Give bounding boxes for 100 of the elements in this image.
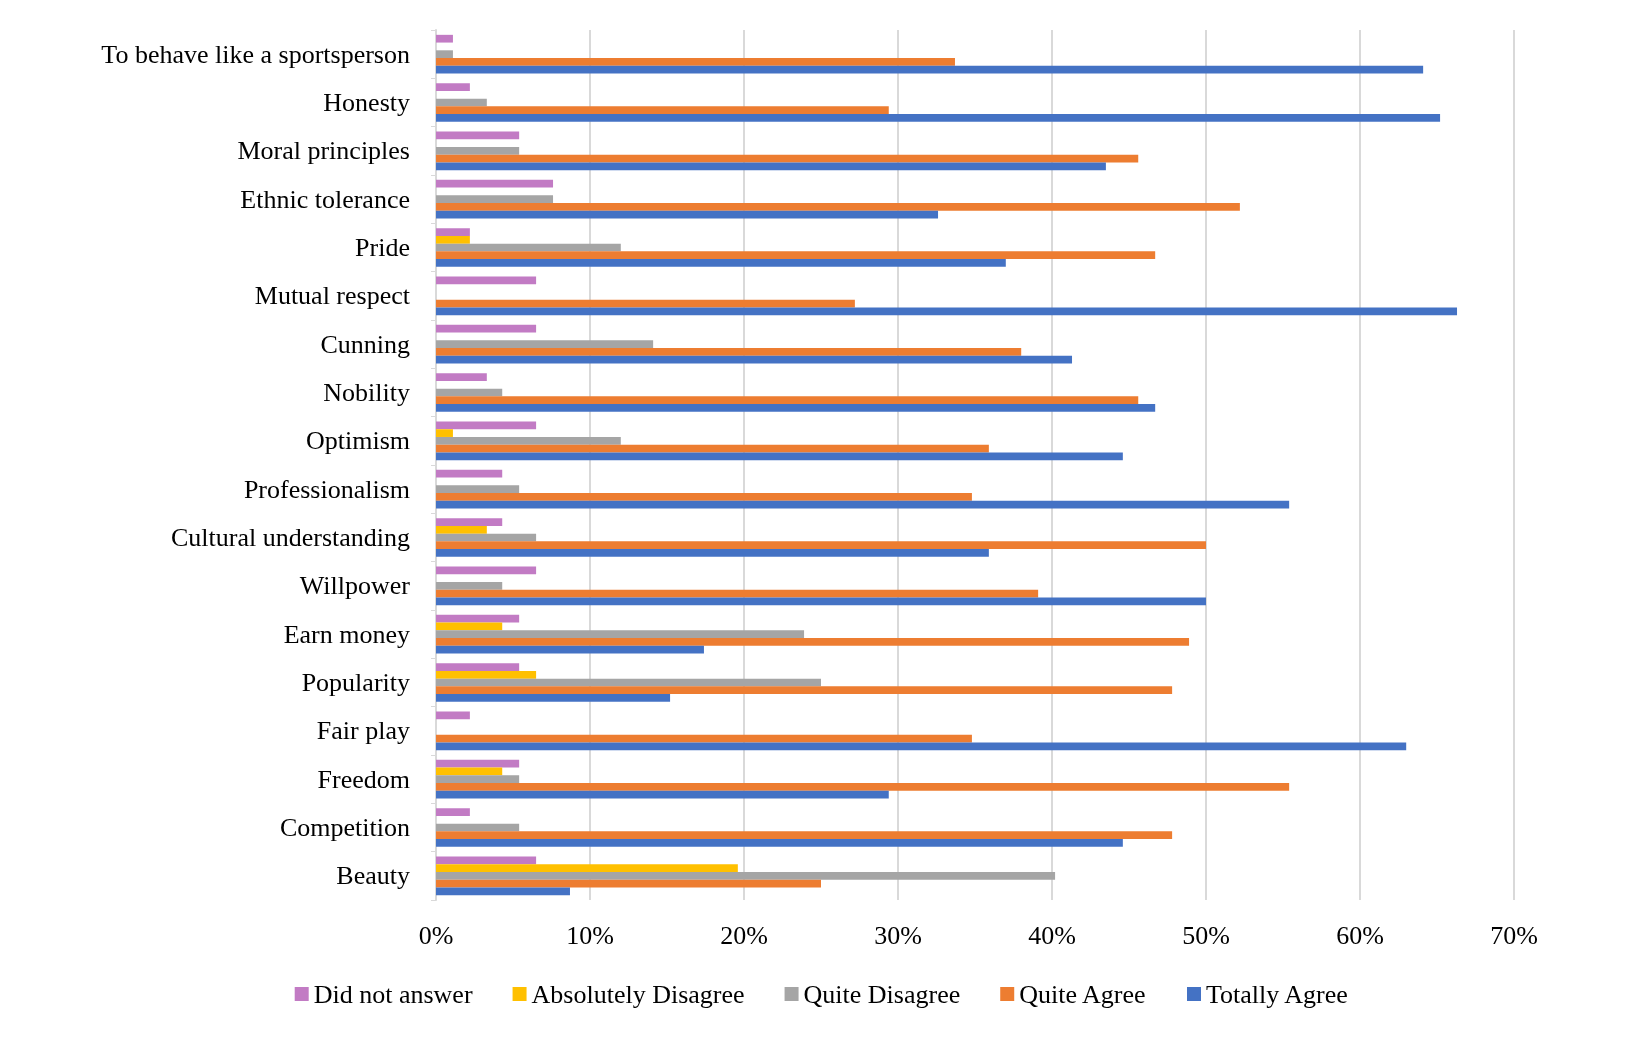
y-tick-label: Mutual respect — [254, 281, 411, 311]
bar — [436, 251, 1156, 260]
x-tick-label: 0% — [418, 920, 454, 950]
bar — [436, 879, 821, 888]
bar — [436, 355, 1073, 364]
bar — [436, 485, 520, 494]
bar — [436, 549, 989, 557]
bar — [436, 299, 855, 308]
y-tick-label: Cultural understanding — [170, 523, 410, 552]
bar — [436, 469, 503, 478]
bar — [436, 670, 537, 679]
bar — [436, 783, 1290, 791]
bar — [436, 663, 520, 671]
bar — [436, 759, 520, 768]
bar — [436, 533, 537, 542]
bar — [436, 638, 1190, 646]
bar — [436, 324, 537, 333]
bar — [436, 823, 520, 832]
bar — [436, 106, 889, 115]
bar — [436, 276, 537, 285]
y-tick-label: Fair play — [316, 716, 410, 746]
bar — [436, 235, 470, 244]
bar — [436, 686, 1173, 695]
bar — [436, 373, 487, 381]
bar — [436, 83, 470, 91]
bar — [436, 694, 671, 702]
x-tick-label: 20% — [720, 920, 768, 950]
y-tick-label: Willpower — [299, 571, 411, 601]
bar — [436, 614, 520, 623]
bar — [436, 259, 1006, 267]
bar — [436, 114, 1441, 122]
y-tick-label: Professionalism — [243, 474, 410, 504]
bar — [436, 500, 1290, 509]
bar — [436, 767, 503, 776]
y-tick-label: Popularity — [301, 668, 410, 697]
y-tick-label: Cunning — [320, 329, 410, 359]
bar — [436, 34, 453, 43]
bar — [436, 630, 805, 639]
bar — [436, 146, 520, 155]
bar — [436, 436, 621, 445]
bar — [436, 678, 821, 687]
bar — [436, 871, 1056, 880]
x-tick-label: 70% — [1490, 920, 1538, 950]
bar — [436, 645, 704, 654]
x-tick-label: 40% — [1028, 920, 1076, 950]
bar — [436, 711, 470, 720]
bar — [436, 195, 554, 204]
bar — [436, 831, 1173, 840]
bar — [436, 734, 972, 743]
x-tick-label: 50% — [1182, 920, 1230, 950]
bar — [436, 589, 1039, 598]
bar — [436, 50, 453, 59]
bar — [436, 396, 1139, 405]
bar — [436, 388, 503, 397]
y-tick-label: Nobility — [323, 378, 410, 407]
bar — [436, 518, 503, 526]
bar — [436, 98, 487, 107]
bar — [436, 429, 453, 437]
y-tick-label: To behave like a sportsperson — [101, 39, 410, 69]
y-tick-label: Moral principles — [237, 136, 410, 166]
y-tick-label: Beauty — [336, 861, 410, 891]
y-tick-label: Pride — [355, 233, 410, 262]
bar — [436, 808, 470, 816]
bar — [436, 452, 1123, 461]
bar — [436, 210, 939, 219]
x-tick-label: 60% — [1336, 920, 1384, 950]
bar — [436, 597, 1206, 606]
bar — [436, 162, 1106, 171]
bar — [436, 525, 487, 534]
bar — [436, 58, 955, 66]
bar — [436, 775, 520, 784]
bar — [436, 790, 889, 799]
bar — [436, 856, 537, 865]
bar — [436, 203, 1240, 211]
bar — [436, 131, 520, 140]
bar — [436, 228, 470, 236]
bar — [436, 444, 989, 453]
bar — [436, 864, 738, 872]
bar — [436, 887, 570, 896]
bar — [436, 404, 1156, 412]
x-tick-label: 10% — [566, 920, 614, 950]
bar — [436, 581, 503, 590]
legend-label: Absolutely Disagree — [531, 979, 745, 1009]
y-tick-label: Freedom — [317, 764, 410, 794]
bar — [436, 65, 1424, 74]
legend-label: Did not answer — [313, 979, 473, 1009]
bar — [436, 348, 1022, 356]
bar — [436, 179, 554, 188]
bar — [436, 839, 1123, 847]
bar — [436, 421, 537, 430]
bar — [436, 154, 1139, 163]
bar — [436, 493, 972, 501]
legend-label: Quite Disagree — [803, 979, 961, 1009]
bar — [436, 742, 1407, 751]
bar — [436, 340, 654, 349]
y-tick-label: Earn money — [283, 619, 410, 649]
y-tick-label: Honesty — [323, 88, 410, 117]
bar — [436, 307, 1458, 316]
legend-label: Totally Agree — [1206, 979, 1348, 1009]
bar — [436, 622, 503, 631]
